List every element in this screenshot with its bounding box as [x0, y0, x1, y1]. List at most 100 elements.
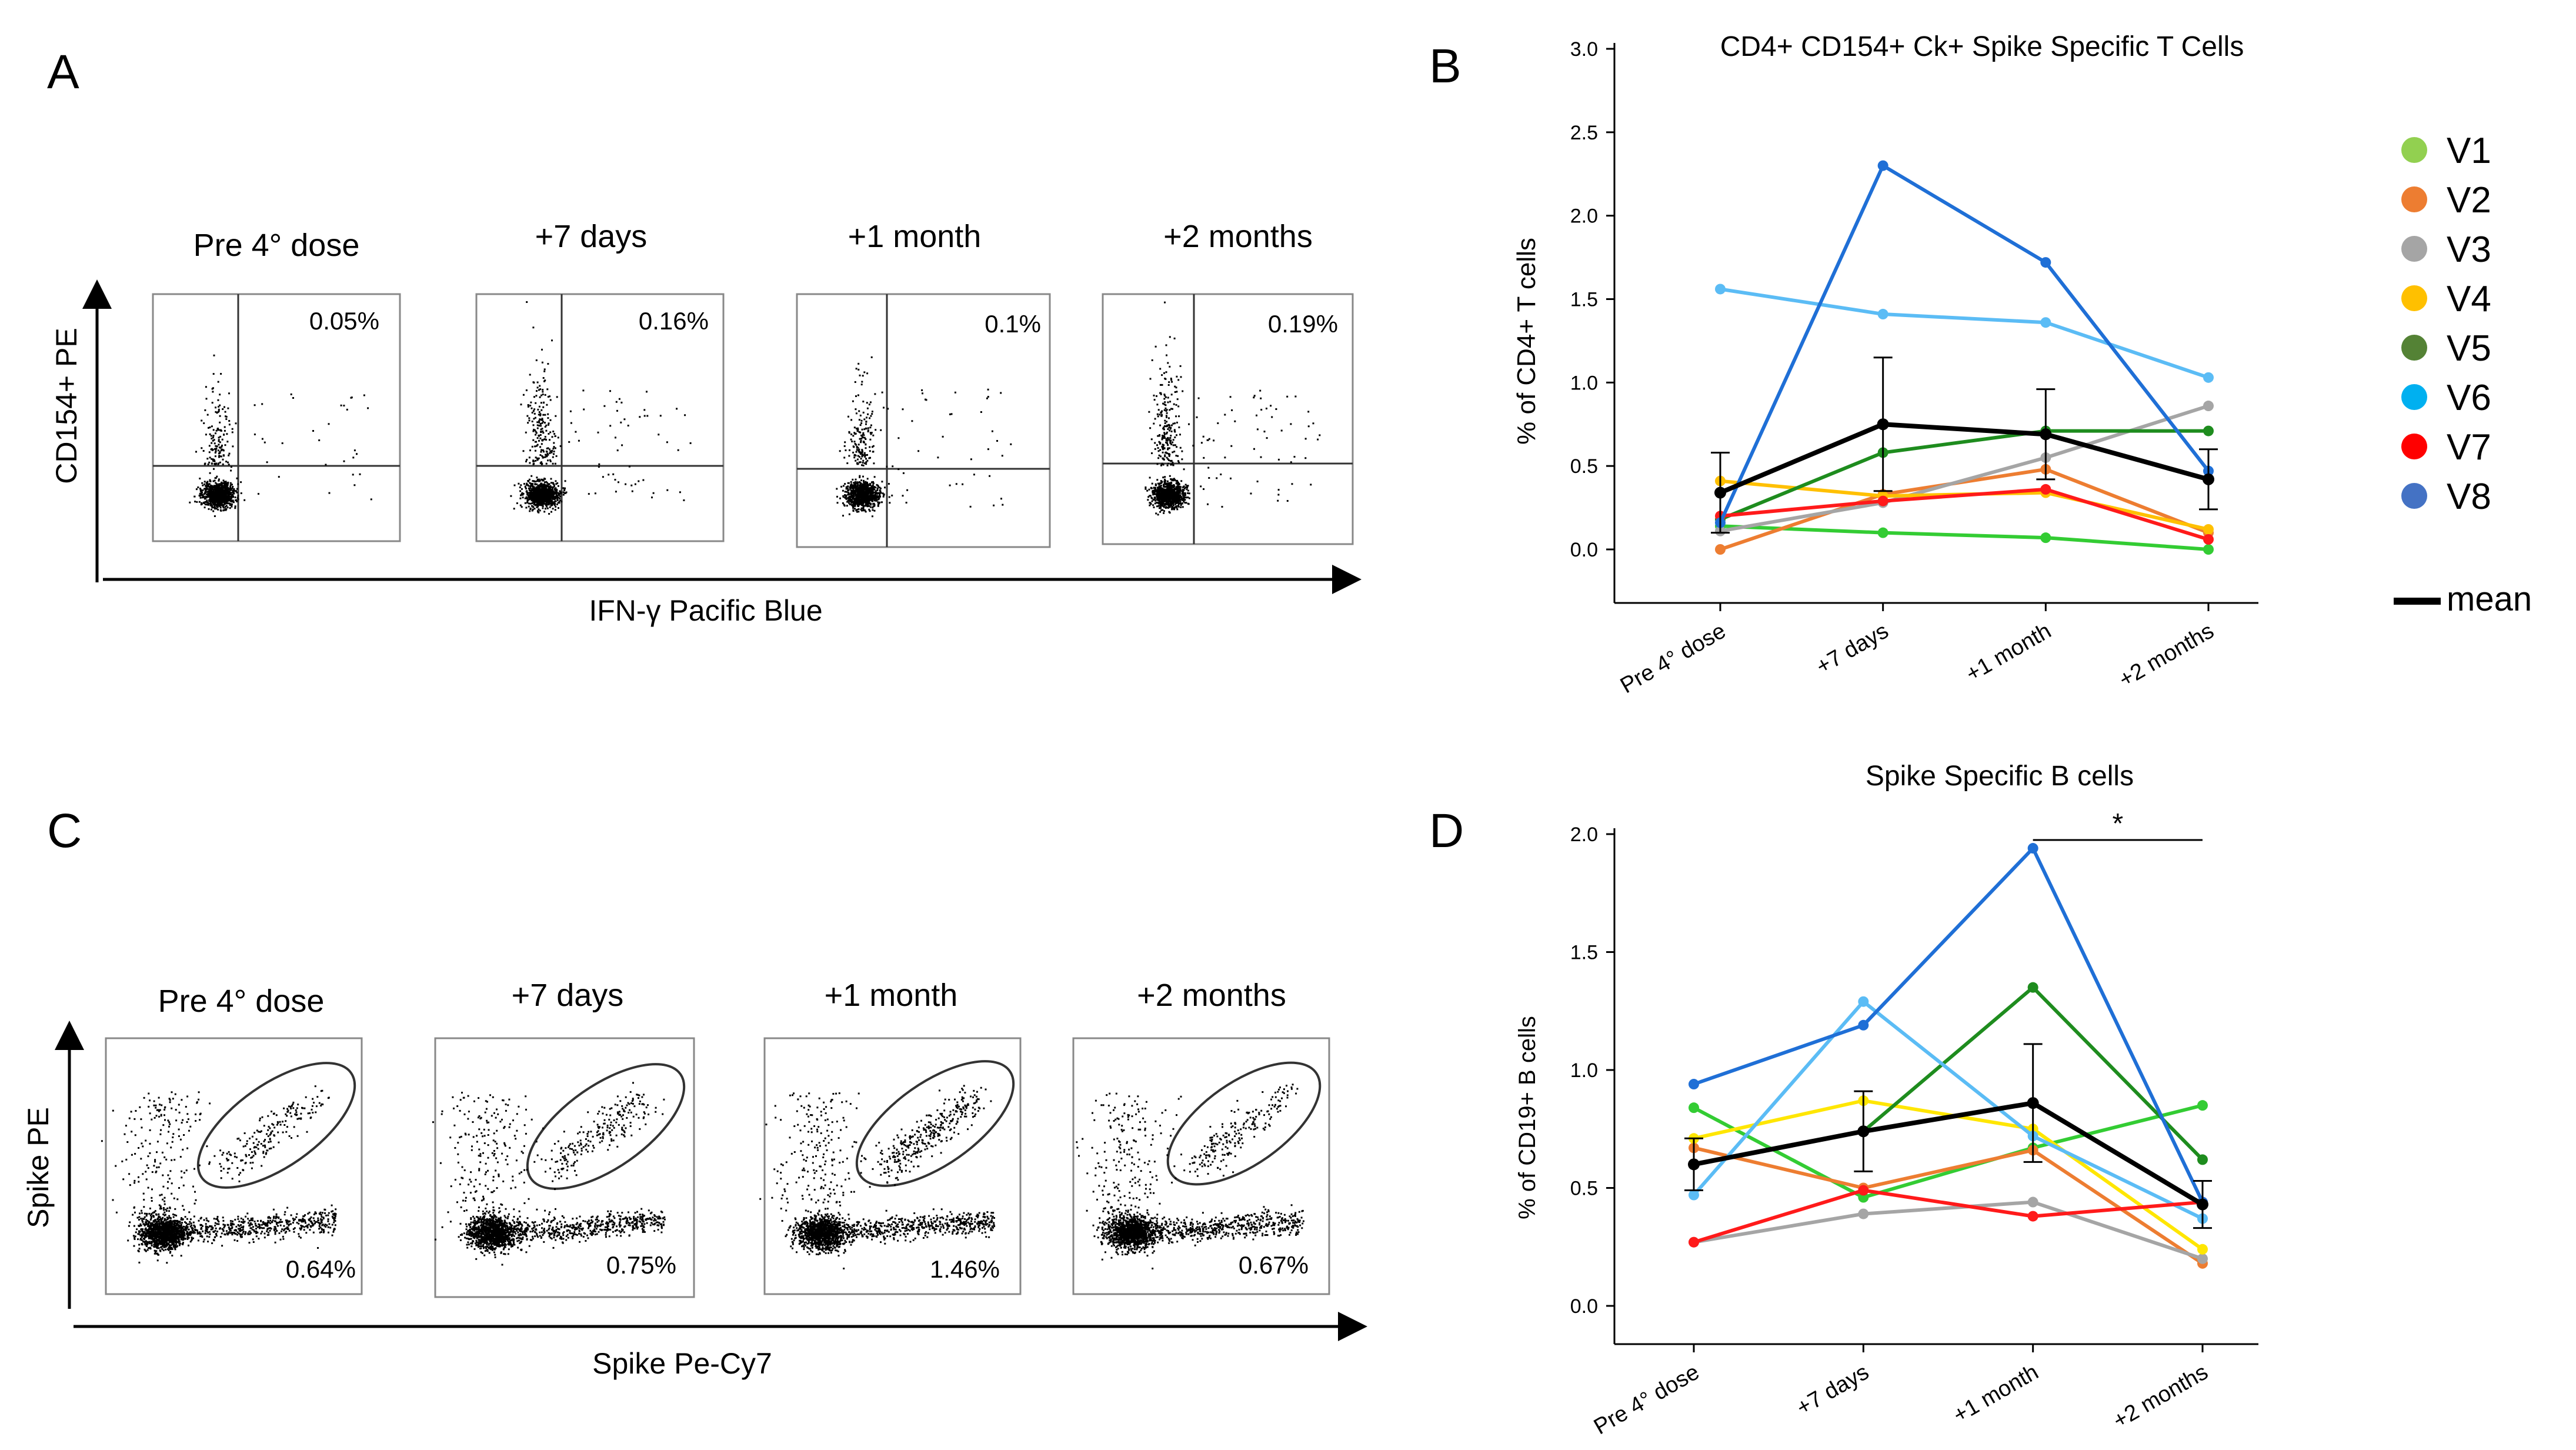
- flow-plot-title: +2 months: [1137, 978, 1286, 1013]
- event-dot-cloud: [432, 1082, 666, 1266]
- x-tick-label: +2 months: [2115, 618, 2218, 692]
- significance-label: *: [2112, 808, 2123, 839]
- panel-c-y-axis-label: Spike PE: [22, 1107, 55, 1228]
- flow-plot-title: +2 months: [1163, 219, 1313, 254]
- event-dots: [1144, 301, 1321, 516]
- flow-plot-frame: [475, 293, 725, 542]
- series-v8: [1715, 160, 2214, 528]
- series-v6: [1715, 284, 2214, 383]
- y-tick-label: 0.0: [1570, 539, 1598, 561]
- data-point: [1715, 284, 1726, 295]
- gate-percentage: 0.1%: [985, 310, 1041, 338]
- panel-a-y-axis-label: CD154+ PE: [50, 328, 83, 484]
- event-dot-cloud: [101, 1085, 337, 1264]
- gate-percentage: 0.16%: [639, 307, 709, 335]
- y-tick-label: 3.0: [1570, 38, 1598, 61]
- flow-plot-title: +7 days: [512, 978, 624, 1013]
- data-point: [2197, 1253, 2208, 1264]
- event-dots: [432, 1082, 666, 1266]
- x-tick-label: Pre 4° dose: [1590, 1359, 1703, 1439]
- error-bar: [2193, 1179, 2212, 1229]
- gate-percentage: 0.75%: [606, 1251, 676, 1279]
- flow-plot-frame: [105, 1037, 363, 1295]
- legend-color-dot: [2401, 384, 2427, 410]
- gate-ellipse: [1166, 1061, 1322, 1186]
- series-v3: [1689, 1196, 2208, 1264]
- error-bar: [1711, 451, 1730, 534]
- x-tick-label: +7 days: [1793, 1359, 1873, 1420]
- legend-color-dot: [2401, 285, 2427, 311]
- series-line: [1693, 1101, 2204, 1207]
- gate-percentage: 0.05%: [309, 307, 379, 335]
- data-point: [2203, 401, 2214, 412]
- y-tick-label: 1.5: [1570, 289, 1598, 311]
- data-point: [2027, 843, 2038, 854]
- flow-plot: Pre 4° dose 0.05%: [152, 228, 401, 542]
- chart-b-t-cells: CD4+ CD154+ Ck+ Spike Specific T Cells %…: [1512, 31, 2258, 698]
- error-bar: [2036, 388, 2056, 481]
- data-point: [1877, 527, 1888, 538]
- data-point: [2203, 524, 2214, 535]
- legend-entry: V2: [2401, 180, 2491, 221]
- flow-plot-frame: [434, 1037, 695, 1298]
- series-line: [1719, 164, 2210, 524]
- legend-label: V3: [2447, 229, 2491, 270]
- flow-plot: +1 month 1.46%: [759, 978, 1022, 1295]
- panel-c-flow-plots: Spike PE Spike Pe-Cy7 Pre 4° dose 0.64% …: [22, 978, 1367, 1380]
- panel-letter-b: B: [1429, 39, 1461, 93]
- flow-plot-frame: [763, 1037, 1022, 1295]
- error-bar: [1684, 1137, 1703, 1192]
- series-line: [1720, 487, 2209, 541]
- event-dots: [510, 301, 692, 515]
- series-v6: [1689, 996, 2208, 1224]
- data-point: [2203, 544, 2214, 555]
- legend-label: V5: [2447, 328, 2491, 369]
- legend: V1 V2 V3 V4 V5 V6 V7 V8 mean: [2394, 131, 2532, 618]
- legend-label: V8: [2447, 476, 2491, 517]
- data-point: [1858, 1185, 1869, 1196]
- data-point: [1689, 1102, 1699, 1114]
- data-point: [2040, 317, 2051, 328]
- series-line: [1719, 429, 2208, 521]
- data-point: [2203, 372, 2214, 383]
- data-point: [2027, 982, 2038, 993]
- data-point: [2197, 1244, 2208, 1255]
- event-dots: [836, 356, 1012, 518]
- flow-plot-frame: [1102, 293, 1354, 545]
- chart-d-b-cells: Spike Specific B cells % of CD19+ B cell…: [1514, 761, 2258, 1439]
- data-point: [1689, 1189, 1699, 1201]
- data-point: [2040, 257, 2051, 268]
- error-bar: [1854, 1090, 1873, 1172]
- y-tick-label: 0.5: [1570, 1178, 1598, 1200]
- series-line: [1720, 287, 2209, 379]
- series-line: [1719, 422, 2210, 495]
- panel-a-x-axis-label: IFN-γ Pacific Blue: [589, 594, 822, 627]
- legend-label: V2: [2447, 180, 2491, 221]
- legend-color-dot: [2401, 236, 2427, 262]
- event-dot-cloud: [759, 1085, 996, 1269]
- legend-color-dot: [2401, 137, 2427, 163]
- flow-plot: +2 months 0.19%: [1102, 219, 1354, 545]
- flow-plot-title: Pre 4° dose: [158, 984, 325, 1019]
- series-v5: [1689, 982, 2208, 1170]
- flow-plot-title: +1 month: [825, 978, 958, 1013]
- series-line: [1692, 999, 2204, 1221]
- legend-color-dot: [2401, 186, 2427, 212]
- data-point: [1689, 1236, 1699, 1248]
- legend-entry: V1: [2401, 131, 2491, 171]
- panel-letter-c: C: [47, 804, 82, 858]
- gate-percentage: 0.67%: [1239, 1251, 1309, 1279]
- y-tick-label: 0.0: [1570, 1295, 1598, 1318]
- panel-a-flow-plots: CD154+ PE IFN-γ Pacific Blue Pre 4° dose…: [50, 219, 1362, 627]
- legend-label: V6: [2447, 378, 2491, 418]
- flow-plot: +1 month 0.1%: [796, 219, 1051, 548]
- flow-plot: +7 days 0.75%: [432, 978, 695, 1298]
- event-dots: [1076, 1084, 1304, 1269]
- gate-ellipse: [526, 1063, 686, 1190]
- x-tick-label: +7 days: [1812, 618, 1893, 679]
- data-point: [2197, 1154, 2208, 1165]
- data-point: [2197, 1100, 2208, 1111]
- event-dot-cloud: [836, 356, 1012, 518]
- flow-plot: +2 months 0.67%: [1072, 978, 1330, 1295]
- data-point: [1877, 309, 1888, 320]
